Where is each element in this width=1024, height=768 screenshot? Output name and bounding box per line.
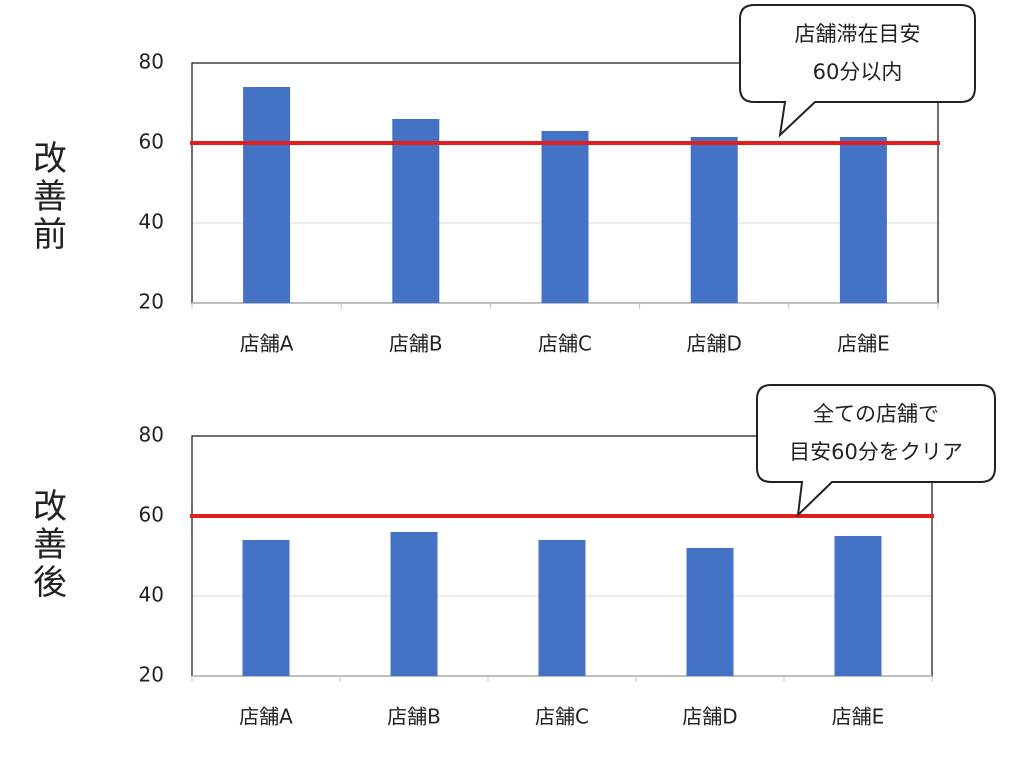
bar (243, 87, 291, 303)
y-tick-label: 20 (139, 290, 164, 314)
x-tick-label: 店舗B (387, 705, 441, 729)
bar (541, 131, 589, 303)
y-tick-label: 80 (139, 50, 164, 74)
bar (390, 532, 438, 676)
chart-title: 改善前 (27, 140, 67, 254)
callout (756, 384, 996, 518)
x-tick-label: 店舗C (535, 705, 589, 729)
chart-title: 改善後 (27, 488, 67, 602)
bar (686, 548, 734, 676)
x-tick-label: 店舗D (682, 705, 737, 729)
x-tick-label: 店舗B (389, 332, 443, 356)
bar (690, 137, 738, 303)
y-tick-label: 40 (139, 210, 164, 234)
y-tick-label: 80 (139, 423, 164, 447)
callout-text: 目安60分をクリア (789, 440, 963, 464)
callout-text: 60分以内 (813, 60, 903, 84)
y-tick-label: 60 (139, 503, 164, 527)
bar (242, 540, 290, 676)
callout (739, 4, 976, 138)
y-tick-label: 20 (139, 663, 164, 687)
callout-text: 全ての店舗で (813, 402, 939, 426)
x-tick-label: 店舗D (686, 332, 741, 356)
bar (834, 536, 882, 676)
x-tick-label: 店舗A (239, 705, 293, 729)
x-tick-label: 店舗E (837, 332, 890, 356)
y-tick-label: 40 (139, 583, 164, 607)
x-tick-label: 店舗C (538, 332, 592, 356)
y-tick-label: 60 (139, 130, 164, 154)
x-tick-label: 店舗E (832, 705, 885, 729)
bar (392, 119, 440, 303)
x-tick-label: 店舗A (240, 332, 294, 356)
callout-text: 店舗滞在目安 (795, 22, 921, 46)
bar (839, 137, 887, 303)
bar (538, 540, 586, 676)
